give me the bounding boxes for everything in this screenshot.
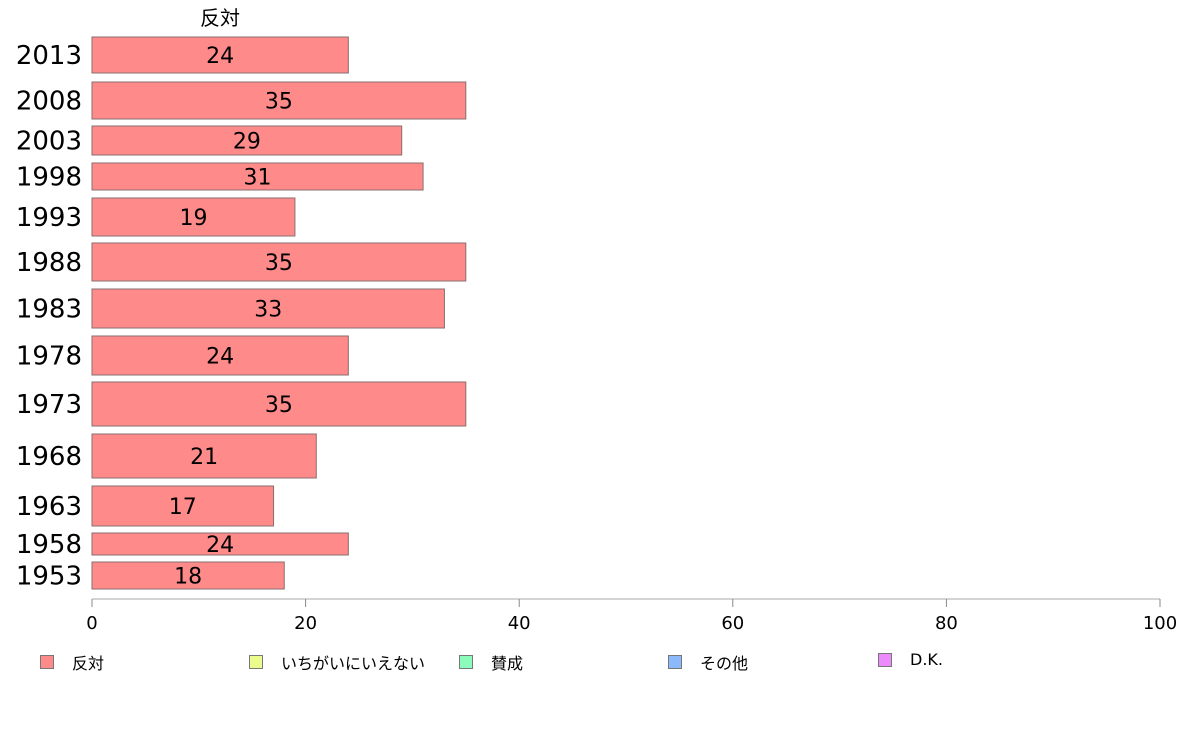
series-title: 反対 — [200, 6, 240, 30]
y-tick-label-1968: 1968 — [16, 442, 82, 472]
y-tick-label-2013: 2013 — [16, 41, 82, 71]
bar-1963 — [91, 485, 275, 527]
bar-value-label-2013: 24 — [206, 44, 234, 69]
bar-2003 — [91, 125, 403, 156]
bar-1993 — [91, 197, 296, 237]
legend-label: いちがいにいえない — [281, 654, 426, 673]
bar-value-label-1953: 18 — [174, 565, 202, 590]
bar-value-label-1968: 21 — [190, 445, 218, 470]
bar-2013 — [91, 36, 349, 74]
y-tick-label-2003: 2003 — [16, 127, 82, 157]
legend-item-dk: D.K. — [878, 650, 943, 669]
x-tick-label: 100 — [1143, 613, 1177, 634]
y-tick-label-1973: 1973 — [16, 390, 82, 420]
bar-value-label-2008: 35 — [265, 90, 293, 115]
legend-item-sansei: 賛成 — [459, 650, 523, 674]
x-tick-label: 0 — [86, 613, 97, 634]
y-tick-label-1978: 1978 — [16, 342, 82, 372]
y-tick-label-1953: 1953 — [16, 562, 82, 592]
bar-1998 — [91, 162, 424, 191]
bar-value-label-1983: 33 — [254, 298, 282, 323]
legend-item-sonota: その他 — [668, 650, 748, 674]
y-tick-label-1983: 1983 — [16, 295, 82, 325]
y-tick-label-1963: 1963 — [16, 492, 82, 522]
y-tick-label-1998: 1998 — [16, 163, 82, 193]
y-axis-labels: 2013 2008 2003 1998 1993 1988 1983 1978 1973 1968… — [16, 41, 82, 592]
bar-value-label-1963: 17 — [169, 495, 197, 520]
bar-1988 — [91, 242, 467, 282]
bar-value-label-1998: 31 — [244, 166, 272, 191]
legend-swatch — [668, 655, 682, 669]
bar-1973 — [91, 381, 467, 427]
legend-label: 反対 — [72, 654, 105, 673]
bar-1958 — [91, 532, 349, 556]
legend-item-hantai: 反対 — [40, 650, 104, 674]
bar-value-label-1988: 35 — [265, 251, 293, 276]
legend-swatch — [249, 655, 263, 669]
bar-1983 — [91, 288, 445, 329]
legend-label: D.K. — [910, 650, 943, 669]
y-tick-label-1958: 1958 — [16, 530, 82, 560]
x-tick-label: 60 — [721, 613, 744, 634]
legend-swatch — [40, 655, 54, 669]
x-tick-label: 20 — [294, 613, 317, 634]
legend-label: 賛成 — [491, 654, 524, 673]
bar-value-label-1958: 24 — [206, 533, 234, 558]
bar-1978 — [91, 335, 349, 376]
legend-label: その他 — [700, 654, 749, 673]
bar-value-label-1993: 19 — [179, 206, 207, 231]
bar-value-label-1978: 24 — [206, 345, 234, 370]
y-tick-label-2008: 2008 — [16, 87, 82, 117]
x-tick-label: 80 — [935, 613, 958, 634]
y-tick-label-1988: 1988 — [16, 248, 82, 278]
bar-value-label-2003: 29 — [233, 130, 261, 155]
bar-1968 — [91, 433, 317, 479]
x-axis: 0 20 40 60 80 100 — [86, 598, 1177, 634]
x-tick-label: 40 — [508, 613, 531, 634]
bar-2008 — [91, 81, 467, 120]
legend-swatch — [878, 652, 892, 667]
bar-1953 — [91, 561, 285, 590]
legend-swatch — [459, 655, 473, 669]
legend-item-ichigai: いちがいにいえない — [249, 650, 425, 674]
y-tick-label-1993: 1993 — [16, 203, 82, 233]
bar-value-label-1973: 35 — [265, 393, 293, 418]
legend: 反対 いちがいにいえない 賛成 その他 D.K. — [0, 650, 1188, 676]
